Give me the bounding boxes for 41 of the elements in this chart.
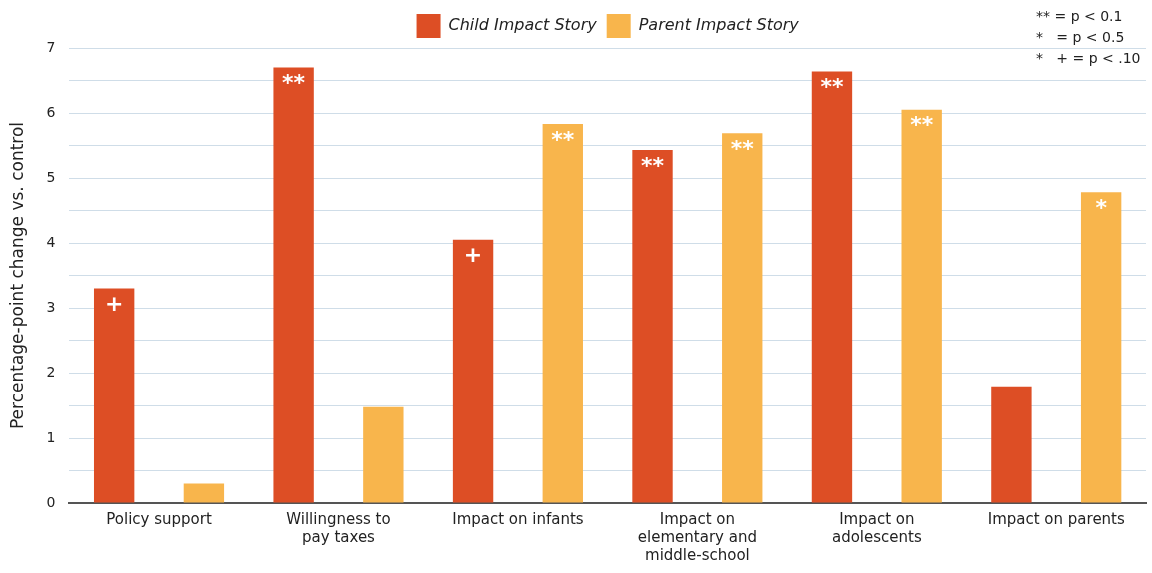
annotation: * + = p < .10: [1036, 49, 1141, 68]
data-label: +: [463, 242, 483, 268]
bar: [632, 150, 673, 503]
y-tick-label: 5: [46, 168, 56, 185]
bar: [452, 239, 494, 503]
y-tick-label: 0: [46, 493, 56, 510]
data-label: *: [1095, 195, 1108, 221]
data-label: **: [551, 126, 575, 152]
bar: [542, 124, 583, 503]
data-label: **: [282, 70, 306, 96]
bar: [93, 288, 135, 503]
x-tick-label: Impact on infants: [452, 509, 584, 528]
y-tick-label: 1: [46, 428, 56, 445]
data-label: **: [910, 112, 934, 138]
y-tick-label: 4: [46, 233, 56, 250]
x-tick-label: Willingness to pay taxes: [286, 509, 391, 546]
bar: [273, 67, 314, 503]
text: ** = p < 0.1: [1036, 7, 1124, 26]
bar: [1080, 192, 1122, 503]
x-tick-label: Impact on parents: [987, 509, 1125, 528]
bar: [811, 71, 853, 503]
x-tick-label: Impact on adolescents: [831, 509, 922, 546]
bar: [991, 386, 1032, 503]
y-tick-label: 7: [46, 38, 56, 55]
data-label: **: [820, 74, 844, 100]
legend-label: Child Impact Story: [448, 15, 598, 35]
text: * = p < 0.5: [1036, 28, 1126, 47]
data-label: **: [641, 152, 665, 178]
y-tick-label: 6: [46, 103, 56, 120]
bar: [722, 133, 763, 503]
bar: [183, 483, 225, 503]
y-tick-label: 3: [46, 298, 56, 315]
bar: [901, 109, 942, 503]
x-tick-label: Impact on elementary and middle-school: [637, 509, 757, 564]
bar: [363, 406, 404, 503]
y-tick-label: 2: [46, 363, 56, 380]
data-label: +: [104, 291, 124, 317]
y-axis-title: Percentage-point change vs. control: [6, 121, 27, 430]
data-label: **: [730, 135, 755, 161]
x-tick-label: Policy support: [106, 509, 212, 528]
legend-label: Parent Impact Story: [638, 15, 800, 35]
